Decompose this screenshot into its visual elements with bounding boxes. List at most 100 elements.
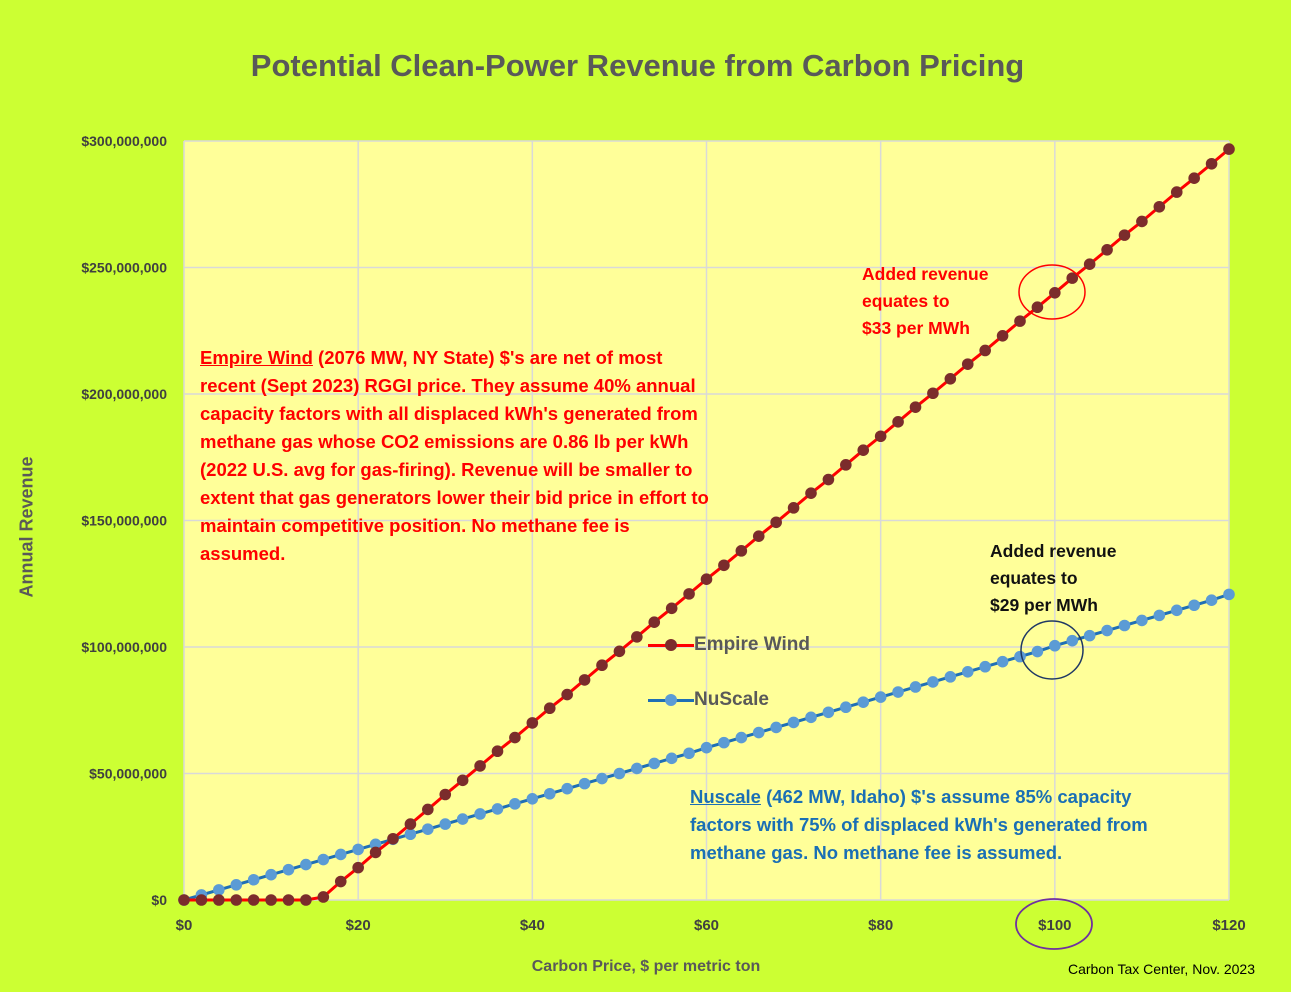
data-point-empire-wind [648,616,661,629]
empire-wind-note-body: (2076 MW, NY State) $'s are net of most … [200,347,709,564]
data-point-empire-wind [300,894,312,906]
data-point-nuscale [561,782,573,795]
data-point-nuscale [317,853,330,866]
data-point-nuscale [979,660,991,673]
data-point-empire-wind [752,530,765,542]
data-point-empire-wind [578,674,591,686]
data-point-empire-wind [317,891,330,903]
data-point-nuscale [543,787,556,800]
data-point-empire-wind [439,788,452,801]
y-tick-label: $100,000,000 [81,639,167,655]
y-axis-label: Annual Revenue [16,456,37,598]
data-point-empire-wind [1205,157,1218,170]
nuscale-note-body: (462 MW, Idaho) $'s assume 85% capacity … [690,786,1148,863]
empire-wind-callout: Added revenue equates to $33 per MWh [862,264,989,338]
data-point-nuscale [439,818,452,830]
data-point-nuscale [1101,624,1113,637]
data-point-nuscale [422,823,434,835]
data-point-nuscale [404,828,417,841]
data-point-nuscale [1014,650,1026,663]
x-axis-label: Carbon Price, $ per metric ton [531,958,761,975]
data-point-nuscale [787,716,800,729]
data-point-empire-wind [474,760,486,772]
data-point-empire-wind [247,894,260,906]
data-point-empire-wind [1170,186,1183,198]
data-point-empire-wind [422,803,434,816]
data-point-empire-wind [526,717,539,729]
x-tick-label: $0 [176,917,193,934]
data-point-nuscale [874,691,887,703]
data-point-empire-wind [683,588,695,600]
legend-swatch-empire-wind [648,638,694,651]
data-point-nuscale [509,798,521,810]
data-point-empire-wind [178,894,190,906]
data-point-nuscale [1188,599,1200,612]
data-point-empire-wind [369,846,382,859]
data-point-nuscale [352,843,364,856]
data-point-nuscale [927,676,939,688]
data-point-empire-wind [387,832,399,845]
data-point-nuscale [1223,588,1235,601]
data-point-nuscale [1083,629,1096,642]
data-point-empire-wind [787,502,800,514]
data-point-nuscale [718,736,730,749]
data-point-nuscale [892,686,904,698]
data-point-empire-wind [195,894,208,906]
data-point-empire-wind [631,631,643,643]
data-point-nuscale [822,706,835,719]
y-tick-label: $50,000,000 [89,766,167,782]
y-tick-label: $250,000,000 [81,260,167,276]
data-point-nuscale [752,726,765,739]
data-point-empire-wind [961,358,974,370]
data-point-empire-wind [509,731,521,744]
data-point-nuscale [474,808,486,820]
data-point-empire-wind [944,373,957,385]
data-point-empire-wind [1153,200,1166,213]
x-tick-label: $100 [1038,917,1071,934]
data-point-empire-wind [561,688,573,701]
data-point-nuscale [613,767,626,780]
data-point-nuscale [944,671,957,683]
data-point-nuscale [491,803,504,815]
gridlines [183,140,1230,901]
data-point-nuscale [265,868,277,881]
data-point-nuscale [1066,634,1079,647]
x-tick-labels: $0 $20 $40 $60 $80 $100 $120 [176,917,1246,934]
data-point-empire-wind [718,559,730,572]
data-point-nuscale [247,873,260,886]
nuscale-note-head: Nuscale [690,786,761,807]
x100-highlight-circle [1015,898,1093,950]
data-point-empire-wind [1066,272,1079,284]
data-point-nuscale [230,879,243,891]
data-point-nuscale [770,721,782,734]
empire-wind-note-head: Empire Wind [200,347,313,368]
data-point-empire-wind [805,487,817,499]
data-point-nuscale [665,752,678,765]
data-point-empire-wind [996,330,1009,342]
legend-swatch-nuscale [648,693,694,706]
data-point-nuscale [578,777,591,790]
x-tick-label: $20 [346,917,371,934]
data-point-empire-wind [1101,243,1113,256]
data-point-empire-wind [404,818,417,830]
data-point-nuscale [857,696,870,708]
data-point-nuscale [735,731,748,744]
y-tick-label: $200,000,000 [81,386,167,402]
empire-wind-note: Empire Wind (2076 MW, NY State) $'s are … [200,344,720,568]
data-point-nuscale [1118,619,1131,632]
data-point-nuscale [961,665,974,678]
data-point-nuscale [282,863,295,876]
legend-item-empire-wind: Empire Wind [648,634,810,656]
x-tick-label: $40 [520,917,545,934]
data-point-nuscale [1153,609,1166,622]
data-point-nuscale [631,762,643,775]
data-point-nuscale [1205,594,1218,606]
data-point-empire-wind [1223,143,1235,155]
data-point-empire-wind [543,702,556,715]
legend-item-nuscale: NuScale [648,689,769,711]
data-point-nuscale [909,681,922,693]
data-point-empire-wind [874,430,887,443]
data-point-nuscale [805,711,817,724]
data-point-empire-wind [352,861,364,874]
data-point-empire-wind [979,344,991,357]
